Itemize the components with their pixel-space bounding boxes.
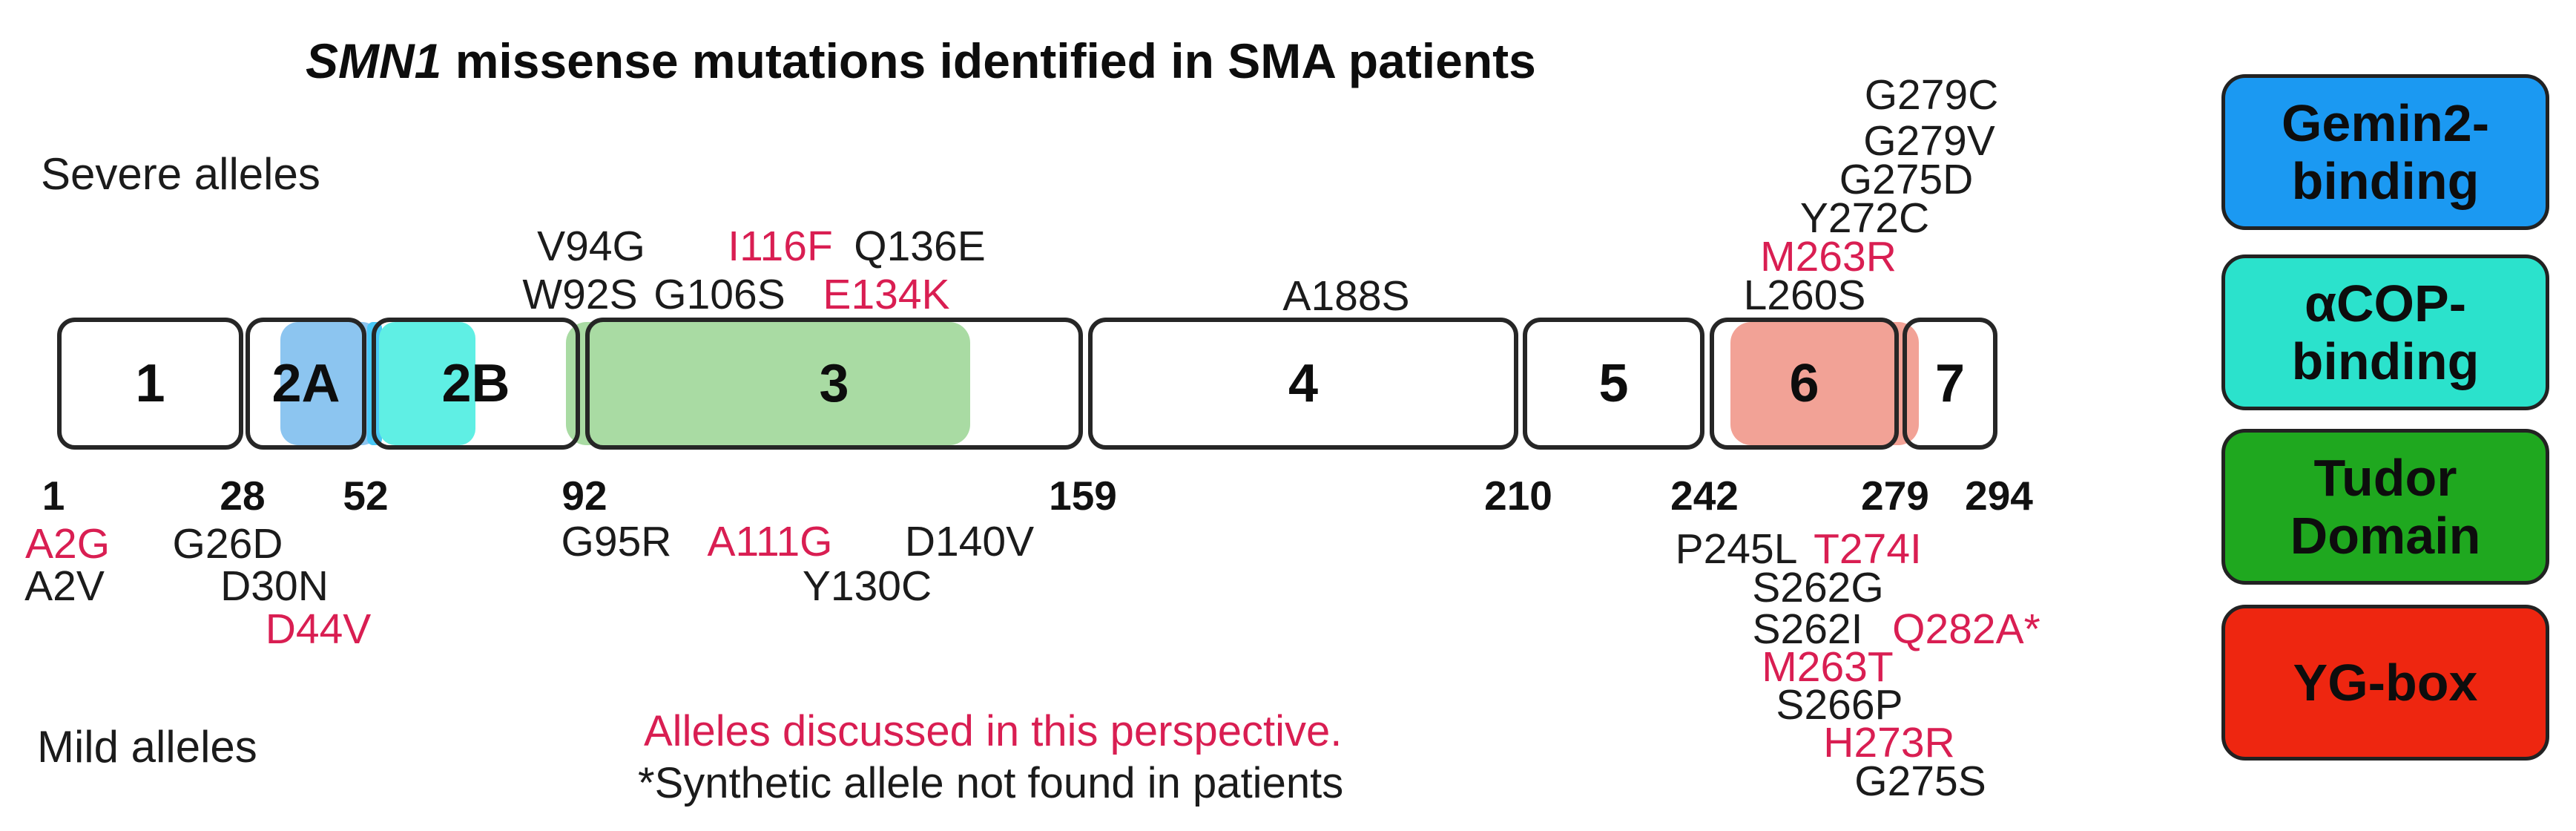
mutation-label: G279V [1863, 117, 1995, 165]
mutation-label: M263T [1762, 643, 1894, 691]
mutation-label: H273R [1823, 719, 1955, 766]
severe-alleles-label: Severe alleles [41, 149, 320, 199]
legend-acop-binding: αCOP- binding [2221, 254, 2549, 410]
legend-label-line: binding [2291, 332, 2480, 390]
mutation-label: L260S [1743, 272, 1866, 319]
mutation-label: A2V [24, 562, 105, 610]
position-marker: 1 [42, 473, 65, 519]
mutation-label: G95R [561, 518, 672, 565]
synthetic-allele-note: *Synthetic allele not found in patients [638, 759, 1344, 807]
exon-label: 7 [1934, 354, 1966, 413]
position-marker: 52 [343, 473, 389, 519]
position-marker: 294 [1965, 473, 2033, 519]
acop-binding-domain-highlight [379, 322, 475, 445]
mutation-label: G275S [1854, 758, 1986, 805]
mutation-label: D30N [220, 562, 329, 610]
gene-name: SMN1 [306, 33, 442, 88]
legend-label-line: Gemin2- [2281, 93, 2490, 152]
mutation-label: A2G [24, 520, 111, 568]
position-marker: 279 [1861, 473, 1929, 519]
exon-label: 2B [441, 354, 510, 413]
mutation-label: W92S [522, 271, 638, 318]
exon-label: 4 [1288, 354, 1319, 413]
mutation-label: Q136E [854, 223, 986, 270]
exon-box-7: 7 [1903, 318, 1997, 450]
legend-label-line: Tudor [2313, 448, 2457, 507]
mutation-label: S262G [1752, 564, 1884, 611]
exon-label: 6 [1789, 354, 1819, 413]
legend-label-line: YG-box [2293, 653, 2478, 712]
tudor-domain-highlight [566, 322, 970, 445]
mutation-label: D140V [904, 518, 1035, 565]
title-rest: missense mutations identified in SMA pat… [441, 33, 1536, 88]
mutation-label: P245L [1675, 525, 1798, 573]
exon-label: 1 [135, 354, 165, 413]
position-marker: 92 [561, 473, 607, 519]
exon-box-5: 5 [1523, 318, 1704, 450]
exon-label: 2A [271, 354, 340, 413]
mutation-label: G275D [1839, 156, 1974, 203]
exon-label: 5 [1598, 354, 1629, 413]
mutation-label: Y272C [1799, 194, 1930, 242]
mutation-label: G106S [653, 271, 785, 318]
mutation-label: T274I [1814, 525, 1922, 573]
mutation-label: G26D [172, 520, 283, 568]
exon-box-3: 3 [585, 318, 1083, 450]
legend-gemin2-binding: Gemin2- binding [2221, 74, 2549, 230]
figure-title: SMN1 missense mutations identified in SM… [306, 33, 1536, 89]
exon-box-6: 6 [1710, 318, 1899, 450]
exon-box-1: 1 [57, 318, 243, 450]
exon-box-2a: 2A [246, 318, 366, 450]
exon-box-4: 4 [1088, 318, 1518, 450]
mutation-label: M263R [1760, 233, 1897, 280]
position-marker: 159 [1049, 473, 1117, 519]
exon-label: 3 [819, 354, 849, 413]
highlighted-alleles-note: Alleles discussed in this perspective. [644, 707, 1343, 755]
legend-label-line: Domain [2290, 507, 2481, 565]
legend-tudor-domain: Tudor Domain [2221, 429, 2549, 585]
mutation-label: D44V [265, 605, 372, 653]
legend-label-line: αCOP- [2304, 274, 2467, 332]
mutation-label: V94G [537, 223, 645, 270]
position-marker: 210 [1484, 473, 1552, 519]
legend-yg-box: YG-box [2221, 605, 2549, 761]
mutation-label: A188S [1282, 272, 1410, 320]
mutation-label: G279C [1864, 71, 1999, 119]
mutation-label: Q282A* [1892, 605, 2040, 653]
legend-label-line: binding [2291, 152, 2480, 210]
mutation-label: I116F [728, 223, 833, 270]
exon-box-2b: 2B [372, 318, 580, 450]
mutation-label: E134K [823, 271, 950, 318]
mutation-label: S266P [1776, 681, 1903, 729]
position-marker: 242 [1670, 473, 1739, 519]
mutation-label: S262I [1752, 605, 1863, 653]
yg-box-domain-highlight [1730, 322, 1919, 445]
mild-alleles-label: Mild alleles [37, 722, 257, 772]
mutation-label: Y130C [802, 562, 932, 610]
position-marker: 28 [220, 473, 266, 519]
mutation-label: A111G [707, 518, 833, 565]
